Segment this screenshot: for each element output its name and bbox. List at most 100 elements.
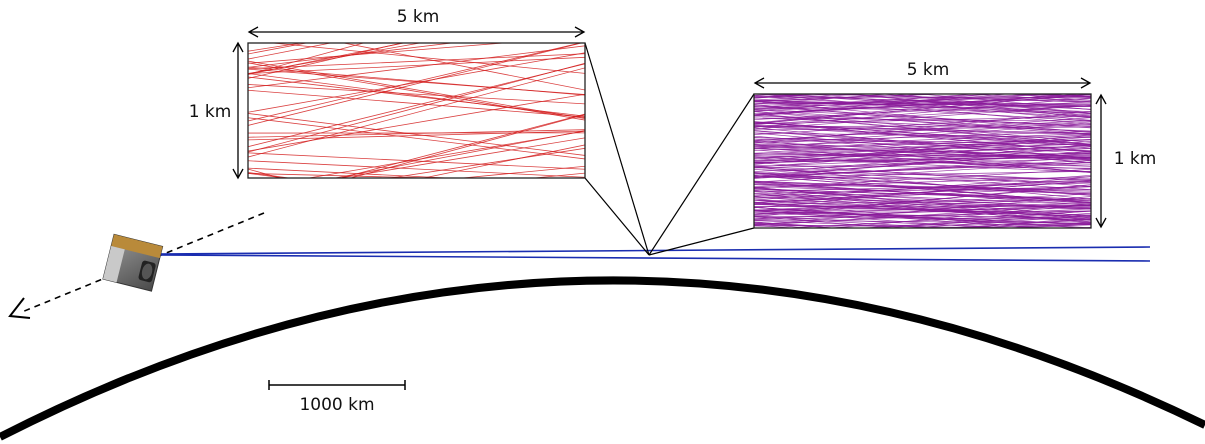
ray-line [248, 43, 333, 60]
ray-line [243, 202, 590, 280]
ray-line [749, 264, 1096, 265]
ray-line [754, 205, 1091, 220]
ray-line [749, 244, 1096, 245]
ray-line [248, 43, 509, 64]
ray-line [248, 89, 585, 118]
ray-line [1006, 94, 1091, 101]
ray-line [248, 117, 585, 160]
ray-line [749, 236, 1096, 239]
satellite-icon [102, 233, 164, 292]
ray-line [749, 239, 1096, 270]
ray-line [749, 237, 1096, 252]
ray-line [754, 180, 1091, 197]
ray-line [754, 175, 1091, 194]
ray-line [243, 197, 590, 230]
ray-line [248, 67, 585, 158]
ray-line [248, 62, 585, 153]
ray-line [749, 232, 1096, 247]
ray-line [248, 113, 585, 156]
ray-line [248, 171, 292, 178]
ray-line [248, 43, 455, 68]
ray-line [248, 93, 585, 152]
ray-line [754, 205, 1091, 207]
ray-line [749, 232, 1096, 246]
ray-line [749, 264, 1096, 282]
ray-line [968, 94, 1091, 102]
left-width-label: 5 km [397, 7, 440, 27]
ray-line [749, 40, 1096, 56]
ray-line [333, 130, 585, 178]
ray-line [754, 158, 1091, 169]
ray-line [754, 215, 1024, 228]
ray-line [248, 167, 455, 178]
ray-line [749, 260, 1096, 272]
ray-line [749, 233, 1096, 257]
ray-line [754, 111, 1091, 133]
ray-line [749, 234, 1096, 255]
ray-line [749, 255, 1096, 258]
ray-line [754, 172, 1091, 195]
ray-line [754, 146, 1091, 179]
ray-line [754, 127, 1091, 160]
ray-line [421, 144, 585, 178]
ray-line [349, 114, 585, 178]
ray-line [306, 130, 585, 178]
ray-line [458, 165, 585, 178]
right-height-label: 1 km [1114, 149, 1157, 169]
ray-line [754, 222, 864, 228]
ray-line [754, 198, 1091, 211]
ray-line [248, 52, 585, 113]
ray-line [914, 224, 1091, 228]
ray-line [754, 139, 1091, 154]
left-height-label: 1 km [189, 102, 232, 122]
ray-line [749, 233, 1096, 255]
ray-line [749, 262, 1096, 286]
ray-line [754, 101, 1091, 105]
ray-line [248, 84, 585, 105]
ray-line [248, 43, 584, 126]
ray-line [844, 94, 1091, 118]
ray-line [754, 94, 1091, 116]
ray-line [749, 250, 1096, 280]
ray-line [754, 109, 1091, 136]
ray-line [749, 41, 1096, 61]
ray-line [754, 132, 1091, 138]
ray-line [754, 165, 1091, 169]
ray-line [749, 45, 1096, 54]
ray-line [879, 94, 1091, 115]
ray-line [243, 203, 590, 291]
ray-line [248, 76, 585, 117]
ray-line [243, 30, 590, 36]
ray-line [749, 243, 1096, 246]
ray-line [754, 94, 851, 98]
planet-limb [0, 276, 1205, 441]
ray-line [248, 63, 585, 148]
left-height-dimension [232, 41, 244, 180]
ray-line [337, 137, 585, 178]
ray-line [749, 259, 1096, 280]
ray-line [248, 129, 585, 138]
ray-line [749, 251, 1096, 276]
ray-line [754, 121, 1091, 147]
ray-line [749, 252, 1096, 284]
ray-line [754, 130, 1091, 155]
ray-line [999, 223, 1091, 228]
right-width-dimension [753, 77, 1092, 89]
ray-line [339, 113, 585, 178]
ray-line [754, 94, 950, 102]
ray-line [243, 215, 590, 306]
ray-line [248, 45, 585, 89]
ray-line [754, 141, 1091, 160]
ray-line [754, 125, 1091, 127]
ray-line [754, 166, 1091, 200]
ray-line [758, 94, 1091, 125]
ray-line [754, 94, 824, 99]
ray-line [856, 214, 1091, 228]
ray-line [754, 100, 1091, 134]
ray-line [754, 144, 1091, 175]
ray-line [248, 152, 585, 170]
ray-line [749, 264, 1096, 284]
ray-line [749, 265, 1096, 267]
ray-line [243, 194, 590, 291]
ray-line [754, 222, 839, 228]
